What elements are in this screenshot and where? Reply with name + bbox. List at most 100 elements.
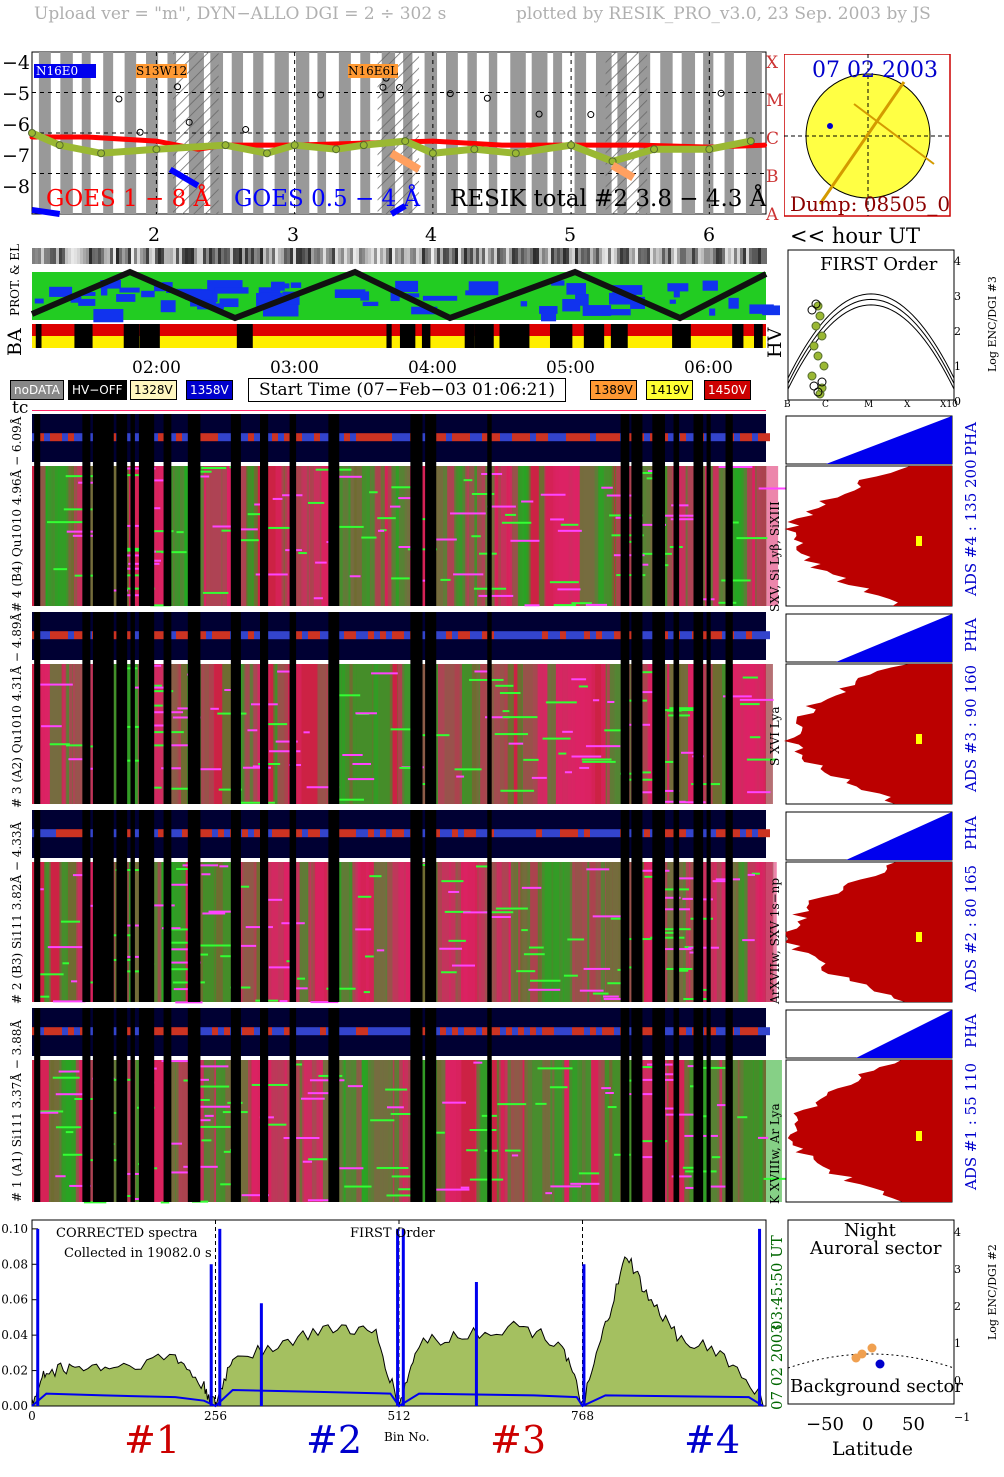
scatter-circle [717,89,725,97]
spectrogram-stripe [744,664,757,804]
spectrogram-speckle [562,730,573,733]
spectrogram-speckle [586,868,610,871]
hv-off-column [620,1008,630,1202]
first-order-title: FIRST Order [820,254,938,275]
first-order-point [819,361,829,371]
prot-patch [360,291,370,301]
ytick: 1 [954,360,961,373]
pha-band-cell [734,1027,740,1036]
pha-band-cell [338,433,344,442]
el-strip-cell [74,248,77,264]
spectrogram-speckle [679,801,706,804]
spectrogram-speckle [377,529,385,532]
spectrogram-speckle [146,904,175,907]
goes-class-labels: X M C B A [766,44,783,234]
el-strip-cell [731,248,734,264]
pha-band-cell [584,829,590,838]
spectrogram-speckle [218,788,242,791]
channel-3-label: # 3 (A2) Qu1010 4.31Å − 4.89Å [10,612,24,808]
spectrogram-speckle [126,474,146,477]
pha-band-cell [710,631,716,640]
spectrogram-speckle [240,885,250,888]
spectrogram-speckle [439,947,462,950]
spectrogram-speckle [398,1188,422,1191]
pha-band-cell [506,433,512,442]
ads-3: ADS #3 : 90 160 [962,664,980,792]
pha-band-cell [44,433,50,442]
pha-band-cell [272,829,278,838]
pha-band-cell [716,433,722,442]
legend-hv-off: HV−OFF [68,380,127,400]
pha-band-cell [68,829,74,838]
pha-band-cell [380,1027,386,1036]
pha-band-cell [368,829,374,838]
el-strip-cell [281,248,284,264]
spectrogram-speckle [307,501,325,504]
pha-band-cell [284,433,290,442]
first-order-open [813,387,823,397]
pha-band-cell [476,829,482,838]
pha-band-cell [584,1027,590,1036]
hv-off-column [82,1008,91,1202]
spectrogram-speckle [679,877,700,880]
el-strip-cell [269,248,272,264]
ytick: 4 [954,255,961,268]
pha-band-cell [380,433,386,442]
pha-band-cell [338,631,344,640]
pha-band-cell [686,829,692,838]
spectrogram-stripe [129,862,141,1002]
goes-lightcurve-plot [28,51,768,217]
spectrogram-speckle [495,907,528,910]
spectrogram-speckle [34,995,50,998]
spectrogram-speckle [370,1119,395,1122]
pha-band-cell [266,433,272,442]
pha-band-cell [356,433,362,442]
pha-band-cell [530,1027,536,1036]
pha-band-cell [314,1027,320,1036]
night-band [231,52,244,214]
pha-band-cell [374,829,380,838]
prot-patch [49,286,73,297]
spectrogram-speckle [361,536,377,539]
prot-patch [258,287,281,297]
spectrogram-stripe [252,466,258,606]
night-band [703,52,714,214]
spectrogram-stripe [45,862,51,1002]
pha-band-cell [134,829,140,838]
el-strip-cell [83,248,86,264]
spectrogram-speckle [585,603,608,606]
el-strip-cell [35,248,38,264]
hv-off-column [101,612,114,804]
pha-band-cell [296,1027,302,1036]
el-strip-cell [758,248,761,264]
spectrogram-stripe [687,466,697,606]
prot-patch [161,282,173,288]
prot-patch [520,301,528,307]
hv-off-column [138,414,154,606]
first-order-open [811,299,821,309]
spectrogram-stripe [341,664,357,804]
el-strip-cell [143,248,146,264]
hv-off-column [631,1008,643,1202]
el-strip-cell [587,248,590,264]
ads-histogram [785,862,952,1002]
el-strip-cell [455,248,458,264]
spectrogram-speckle [604,729,629,732]
spectrogram-stripe [65,1060,77,1202]
pha-band-cell [668,1027,674,1036]
el-strip-cell [320,248,323,264]
pha-band-cell [590,1027,596,1036]
spectrogram-stripe [759,1060,782,1202]
spectrogram-speckle [122,587,155,590]
pha-band-cell [500,631,506,640]
spectrogram-stripe [538,466,546,606]
pha-band-cell [308,433,314,442]
ytick: −1 [954,1411,971,1424]
el-strip-cell [608,248,611,264]
pha-band-cell [404,433,410,442]
pha-band-cell [458,1027,464,1036]
spectrogram-speckle [721,579,751,582]
spectrogram-speckle [711,1156,721,1159]
pha-band-cell [50,433,56,442]
spectrogram-speckle [696,1066,726,1069]
